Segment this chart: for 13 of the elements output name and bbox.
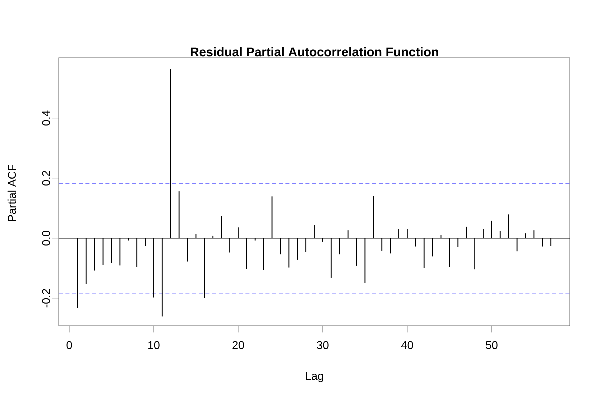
- chart-title: Residual Partial Autocorrelation Function: [191, 47, 438, 57]
- x-axis-title: Lag: [306, 372, 324, 382]
- y-tick-label: 0.0: [42, 230, 50, 246]
- y-axis-title: Partial ACF: [8, 164, 16, 222]
- x-tick-label: 0: [66, 341, 72, 350]
- x-tick-label: 30: [317, 341, 329, 350]
- x-tick-label: 40: [401, 341, 414, 350]
- y-tick-label: 0.2: [42, 171, 50, 186]
- y-tick-label: 0.4: [42, 110, 50, 126]
- x-tick-label: 20: [232, 341, 244, 350]
- x-tick-label: 50: [486, 341, 498, 350]
- x-tick-label: 10: [148, 341, 160, 350]
- y-tick-label: -0.2: [42, 289, 50, 308]
